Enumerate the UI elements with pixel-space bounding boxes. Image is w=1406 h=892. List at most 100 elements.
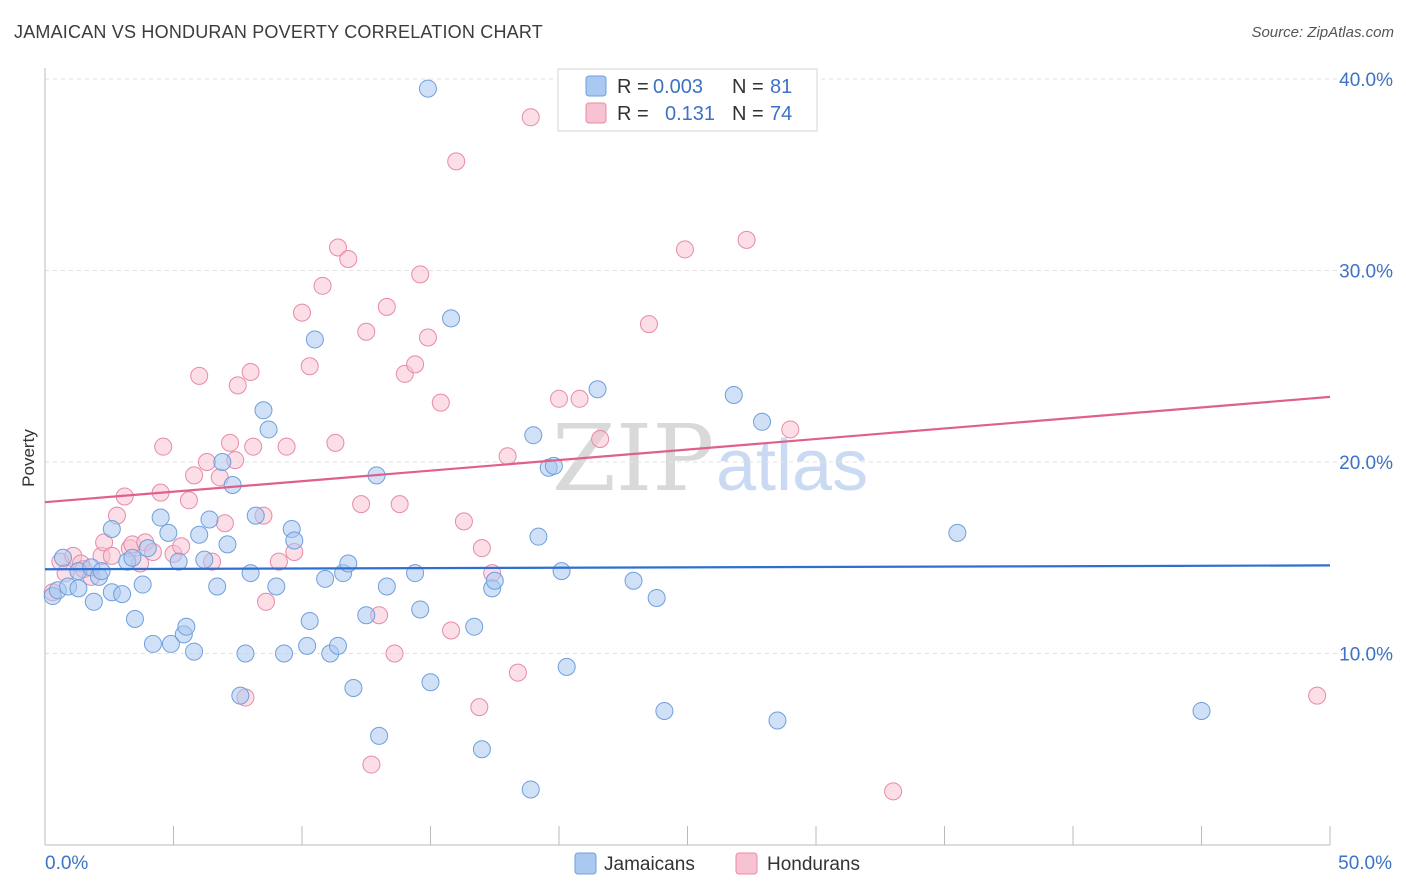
- point-hondurans: [244, 437, 263, 456]
- point-hondurans: [470, 698, 489, 717]
- point-hondurans: [185, 466, 204, 485]
- point-jamaicans: [69, 579, 88, 598]
- point-hondurans: [241, 362, 260, 381]
- point-hondurans: [508, 663, 527, 682]
- point-hondurans: [884, 782, 903, 801]
- point-hondurans: [362, 755, 381, 774]
- point-hondurans: [418, 328, 437, 347]
- point-jamaicans: [177, 617, 196, 636]
- point-jamaicans: [465, 617, 484, 636]
- point-jamaicans: [768, 711, 787, 730]
- y-axis-label: Poverty: [19, 429, 38, 487]
- point-jamaicans: [753, 412, 772, 431]
- point-hondurans: [431, 393, 450, 412]
- point-hondurans: [385, 644, 404, 663]
- point-jamaicans: [125, 610, 144, 629]
- y-tick-label-30: 30.0%: [1339, 262, 1393, 283]
- point-hondurans: [406, 355, 425, 374]
- point-jamaicans: [123, 548, 142, 567]
- point-jamaicans: [259, 420, 278, 439]
- point-hondurans: [300, 357, 319, 376]
- point-jamaicans: [298, 636, 317, 655]
- point-hondurans: [591, 430, 610, 449]
- point-jamaicans: [442, 309, 461, 328]
- point-jamaicans: [472, 740, 491, 759]
- point-hondurans: [215, 514, 234, 533]
- point-hondurans: [313, 276, 332, 295]
- point-jamaicans: [588, 380, 607, 399]
- point-hondurans: [639, 315, 658, 334]
- point-hondurans: [277, 437, 296, 456]
- series-legend-label-jamaicans: Jamaicans: [604, 854, 695, 875]
- point-hondurans: [228, 376, 247, 395]
- legend-r-label-hondurans: R =: [617, 103, 649, 125]
- point-jamaicans: [521, 780, 540, 799]
- point-hondurans: [154, 437, 173, 456]
- point-hondurans: [357, 322, 376, 341]
- point-jamaicans: [485, 571, 504, 590]
- point-hondurans: [737, 230, 756, 249]
- series-legend-swatch-hondurans: [735, 852, 758, 875]
- point-hondurans: [570, 389, 589, 408]
- trend-line-hondurans: [44, 395, 1331, 504]
- y-tick-label-20: 20.0%: [1339, 453, 1393, 474]
- point-hondurans: [675, 240, 694, 259]
- legend-r-value-hondurans: 0.131: [665, 103, 715, 125]
- point-jamaicans: [357, 606, 376, 625]
- point-hondurans: [390, 495, 409, 514]
- point-jamaicans: [344, 678, 363, 697]
- point-hondurans: [550, 389, 568, 408]
- legend-n-value-hondurans: 74: [770, 103, 792, 125]
- point-jamaicans: [418, 79, 437, 98]
- watermark: ZIP atlas: [552, 405, 868, 512]
- legend-n-label-jamaicans: N =: [732, 76, 764, 98]
- point-jamaicans: [161, 634, 180, 653]
- point-jamaicans: [411, 600, 430, 619]
- stats-legend: R = 0.003 N = 81 R = 0.131 N = 74: [557, 68, 818, 132]
- chart-title: JAMAICAN VS HONDURAN POVERTY CORRELATION…: [14, 22, 543, 42]
- x-tick-label-max: 50.0%: [1338, 853, 1392, 874]
- series-legend: Jamaicans Hondurans: [574, 852, 860, 875]
- point-jamaicans: [102, 520, 121, 539]
- point-jamaicans: [647, 588, 666, 607]
- x-tick-label-min: 0.0%: [45, 853, 88, 874]
- point-hondurans: [377, 297, 396, 316]
- point-jamaicans: [552, 562, 571, 581]
- point-jamaicans: [92, 562, 111, 581]
- point-hondurans: [1308, 686, 1327, 705]
- point-hondurans: [179, 491, 198, 510]
- y-tick-label-10: 10.0%: [1339, 645, 1393, 666]
- point-jamaicans: [655, 701, 674, 720]
- point-hondurans: [172, 537, 191, 556]
- legend-r-value-jamaicans: 0.003: [653, 76, 703, 98]
- legend-swatch-jamaicans: [585, 75, 607, 97]
- point-hondurans: [190, 366, 209, 385]
- point-jamaicans: [305, 330, 324, 349]
- point-hondurans: [293, 303, 311, 322]
- x-axis-minor-ticks: [44, 826, 1331, 845]
- point-jamaicans: [195, 550, 214, 569]
- point-jamaicans: [246, 506, 265, 525]
- point-jamaicans: [84, 592, 103, 611]
- point-hondurans: [447, 152, 466, 171]
- point-jamaicans: [328, 636, 347, 655]
- point-jamaicans: [285, 531, 304, 550]
- y-axis-ticks: 10.0% 20.0% 30.0% 40.0%: [1339, 70, 1393, 666]
- point-jamaicans: [529, 527, 548, 546]
- point-jamaicans: [524, 426, 543, 445]
- chart-source: Source: ZipAtlas.com: [1251, 24, 1394, 41]
- point-jamaicans: [236, 644, 255, 663]
- point-hondurans: [221, 433, 240, 452]
- point-hondurans: [328, 238, 347, 257]
- point-jamaicans: [185, 642, 204, 661]
- point-jamaicans: [133, 575, 152, 594]
- point-jamaicans: [53, 548, 72, 567]
- point-hondurans: [352, 495, 371, 514]
- point-jamaicans: [138, 539, 157, 558]
- legend-swatch-hondurans: [585, 102, 607, 124]
- point-jamaicans: [113, 585, 132, 604]
- point-hondurans: [498, 447, 517, 466]
- point-hondurans: [197, 453, 216, 471]
- point-jamaicans: [231, 686, 250, 705]
